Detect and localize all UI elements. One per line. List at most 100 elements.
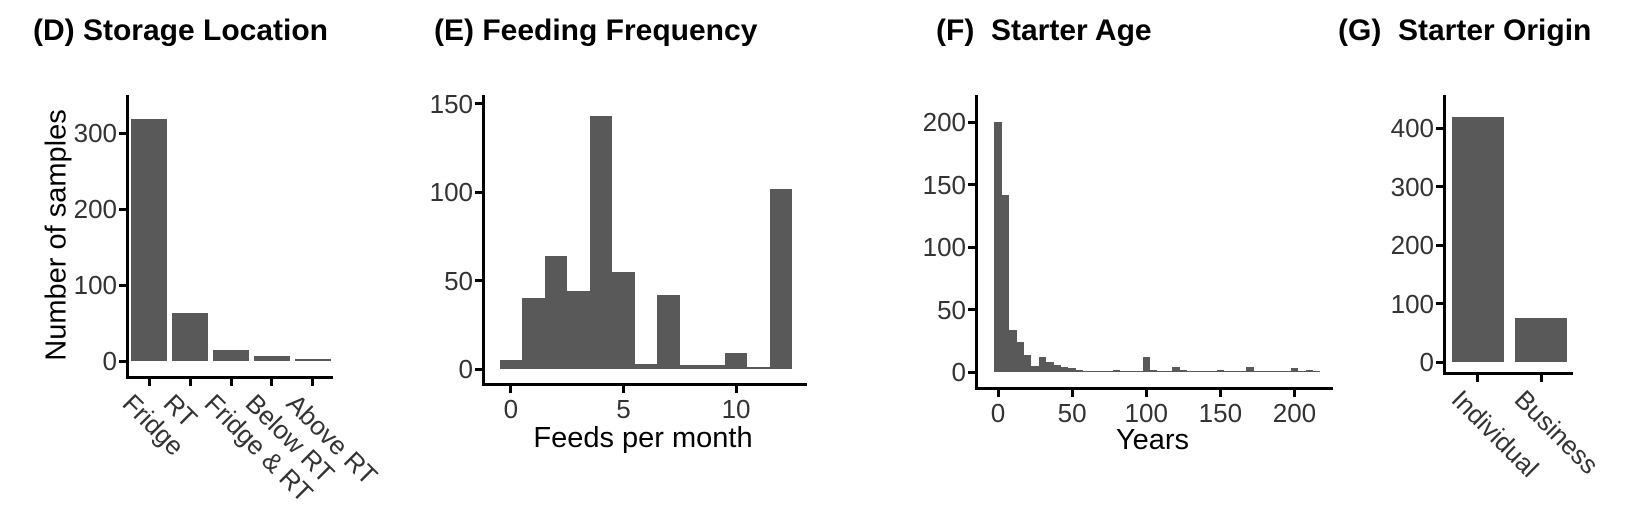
histogram-bin: [725, 353, 747, 369]
y-tick-mark: [968, 120, 975, 124]
y-tick-label: 0: [1419, 347, 1434, 377]
histogram-bin: [994, 122, 1002, 372]
x-tick-mark: [1070, 390, 1074, 397]
x-tick-mark: [734, 386, 738, 393]
plot-area-starter-origin: 0 100 200 300 400 Individual Business: [1391, 95, 1605, 483]
histogram-bin: [1002, 194, 1009, 372]
y-tick-label: 100: [1390, 288, 1434, 319]
x-tick-mark: [188, 379, 192, 386]
panel-e-title: (E) Feeding Frequency: [434, 14, 758, 47]
histogram-bin: [1313, 370, 1320, 372]
y-tick-mark: [119, 131, 126, 135]
histogram-bin: [1180, 369, 1187, 372]
histogram-bin: [1217, 369, 1224, 372]
histogram-bin: [1120, 370, 1128, 372]
y-tick-mark: [475, 367, 482, 371]
bar-fridge-rt: [213, 349, 249, 361]
x-tick-label: 5: [616, 394, 631, 424]
y-tick-mark: [1436, 360, 1443, 364]
x-tick-label: 50: [1057, 398, 1087, 428]
histogram-bin: [1209, 370, 1217, 372]
histogram-bin: [1202, 370, 1209, 372]
y-tick-mark: [1436, 126, 1443, 130]
y-tick-label: 50: [444, 265, 473, 296]
histogram-bin: [1187, 370, 1194, 372]
x-tick-mark: [509, 386, 513, 393]
plot-area-storage-location: 0 100 200 300 Fridge RT Fridge & RT Below RT Abo…: [74, 95, 383, 508]
y-tick-label: 0: [951, 357, 966, 387]
x-tick-mark: [621, 386, 625, 393]
y-tick-mark: [475, 190, 482, 194]
histogram-bin: [1091, 370, 1098, 372]
histogram-bin: [1135, 370, 1143, 372]
histogram-bin: [1017, 342, 1024, 372]
x-tick-mark: [1292, 390, 1296, 397]
x-axis-label-feeds-per-month: Feeds per month: [533, 422, 753, 454]
histogram-bin: [702, 365, 725, 369]
histogram-bin: [635, 363, 657, 369]
y-tick-label: 200: [922, 107, 966, 138]
y-tick-label: 100: [73, 270, 117, 300]
histogram-bin: [545, 255, 567, 369]
histogram-bin: [747, 367, 770, 369]
histogram-bin: [1061, 367, 1068, 372]
y-tick-label: 0: [458, 354, 473, 384]
bar-below-rt: [253, 356, 290, 361]
y-tick-label: 100: [922, 232, 966, 263]
y-tick-mark: [475, 102, 482, 106]
y-tick-mark: [968, 183, 975, 187]
y-tick-label: 400: [1390, 113, 1434, 144]
histogram-bin: [1024, 354, 1031, 372]
y-tick-mark: [968, 308, 975, 312]
x-tick-label: 150: [1198, 398, 1243, 428]
histogram-bin: [1239, 370, 1246, 372]
histogram-bin: [1039, 357, 1046, 372]
bar-fridge: [131, 119, 168, 361]
histogram-bin: [1269, 370, 1276, 372]
bar-business: [1515, 318, 1568, 362]
x-tick-label: 100: [1124, 398, 1168, 428]
x-tick-label: 10: [721, 394, 751, 424]
histogram-bin: [1054, 364, 1061, 372]
y-axis-label-number-of-samples: Number of samples: [40, 109, 73, 361]
histogram-bin: [1306, 369, 1313, 372]
x-tick-mark: [1476, 375, 1480, 382]
histogram-bin: [1098, 370, 1105, 372]
histogram-bin: [1150, 369, 1157, 372]
x-axis-label-years: Years: [1115, 424, 1190, 456]
y-tick-mark: [119, 207, 126, 211]
histogram-bin: [1157, 370, 1165, 372]
histogram-bin: [1113, 369, 1120, 372]
histogram-bin: [1194, 370, 1202, 372]
y-tick-label: 300: [73, 118, 117, 148]
x-tick-mark: [229, 379, 233, 386]
histogram-bin: [567, 291, 590, 369]
histogram-bin: [1276, 370, 1283, 372]
y-tick-label: 200: [73, 194, 117, 224]
bar-above-rt: [294, 359, 331, 361]
plot-area-feeding-frequency: 0 50 100 150 0 5 10: [430, 90, 807, 423]
histogram-bin: [680, 365, 702, 369]
histogram-bin: [1291, 368, 1298, 372]
x-tick-mark: [147, 379, 151, 386]
histogram-bin: [1246, 367, 1254, 372]
histogram-bin: [1254, 370, 1261, 372]
panel-g-title: (G) Starter Origin: [1338, 14, 1592, 47]
x-tick-mark: [996, 390, 1000, 397]
y-tick-mark: [1436, 185, 1443, 189]
y-tick-label: 50: [937, 294, 966, 325]
x-tick-label: 0: [990, 398, 1006, 428]
histogram-bin: [1083, 370, 1091, 372]
x-tick-mark: [270, 379, 274, 386]
x-tick-mark: [1539, 375, 1543, 382]
y-tick-mark: [119, 283, 126, 287]
histogram-bin: [1031, 365, 1039, 372]
histogram-bin: [770, 188, 792, 369]
y-tick-label: 0: [102, 346, 117, 376]
histogram-bin: [1076, 369, 1083, 372]
y-tick-mark: [475, 279, 482, 283]
bar-rt: [172, 313, 209, 361]
y-tick-label: 100: [429, 177, 473, 208]
histogram-bin: [657, 294, 680, 369]
y-tick-label: 300: [1390, 171, 1434, 202]
